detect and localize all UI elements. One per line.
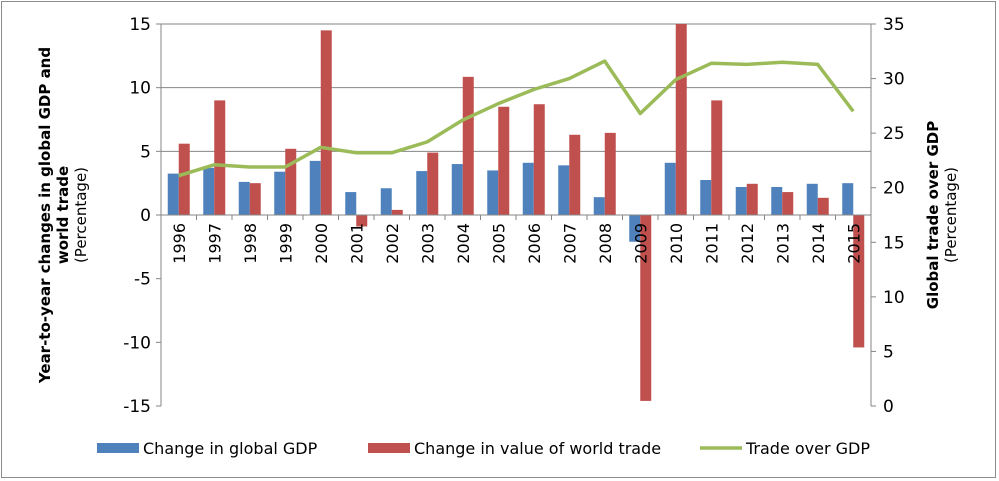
- trade-bar-2002: [391, 209, 403, 215]
- x-tick-label: 2014: [809, 223, 828, 264]
- x-tick-label: 2000: [312, 223, 331, 264]
- x-tick-label: 2003: [418, 223, 437, 264]
- x-tick-label: 2006: [525, 223, 544, 264]
- x-tick-label: 1997: [205, 223, 224, 264]
- trade-bar-2012: [746, 183, 758, 215]
- y2-tick-label: 0: [883, 397, 894, 417]
- x-tick-label: 2007: [560, 223, 579, 264]
- y2-tick-label: 5: [883, 342, 894, 362]
- trade-bar-2011: [711, 100, 723, 215]
- y2-axis-title-text: Global trade over GDP: [924, 121, 942, 309]
- y2-axis-title: Global trade over GDP (Percentage): [924, 121, 960, 309]
- gdp-bar-2014: [806, 183, 818, 215]
- y-tick-label: 10: [129, 79, 151, 99]
- gridlines: [161, 23, 871, 152]
- y2-tick-label: 25: [883, 124, 905, 144]
- x-tick-label: 1998: [241, 223, 260, 264]
- trade-bar-2005: [498, 106, 510, 215]
- x-tick-label: 2010: [667, 223, 686, 264]
- y2-tick-label: 15: [883, 233, 905, 253]
- x-tick-label: 1999: [276, 223, 295, 264]
- gdp-bar-1999: [274, 171, 286, 215]
- axes: [156, 23, 876, 407]
- trade-bar-2000: [320, 30, 332, 215]
- y2-axis-unit: (Percentage): [942, 167, 960, 263]
- trade-bar-2008: [604, 132, 616, 215]
- legend: Change in global GDP Change in value of w…: [97, 439, 870, 458]
- trade-bar-2010: [675, 24, 687, 215]
- x-tick-label: 1996: [170, 223, 189, 264]
- gdp-bar-2008: [593, 197, 605, 215]
- x-tick-label: 2001: [347, 223, 366, 264]
- y2-tick-label: 30: [883, 70, 905, 90]
- bars: [167, 24, 865, 401]
- y-tick-label: 15: [129, 15, 151, 35]
- gdp-bar-1997: [203, 167, 215, 215]
- trade-over-gdp-line-group: [178, 59, 855, 178]
- gdp-bar-2007: [558, 165, 570, 215]
- trade-over-gdp-line: [178, 59, 855, 178]
- trade-bar-2006: [533, 104, 545, 215]
- gdp-bar-2000: [309, 160, 321, 215]
- x-tick-label: 2011: [702, 223, 721, 264]
- x-tick-label: 2005: [489, 223, 508, 264]
- trade-bar-2007: [569, 134, 581, 215]
- trade-bar-2014: [817, 197, 829, 215]
- x-tick-label: 2015: [844, 223, 863, 264]
- trade-bar-1999: [285, 148, 297, 215]
- y-tick-label: -5: [134, 270, 151, 290]
- trade-bar-2004: [462, 76, 474, 216]
- trade-bar-2001: [356, 215, 368, 227]
- x-tick-label: 2009: [631, 223, 650, 264]
- y-tick-label: 5: [140, 142, 151, 162]
- x-tick-label: 2012: [738, 223, 757, 264]
- y-tick-label: -10: [123, 333, 151, 353]
- x-tick-label: 2008: [596, 223, 615, 264]
- trade-bar-1996: [178, 143, 190, 215]
- y-tick-label: 0: [140, 206, 151, 226]
- y2-tick-label: 10: [883, 288, 905, 308]
- gdp-bar-2001: [345, 192, 357, 215]
- trade-bar-1997: [214, 100, 226, 215]
- legend-swatch-1: [368, 443, 410, 453]
- x-tick-label: 2002: [383, 223, 402, 264]
- y-axis-title: Year-to-year changes in global GDP and w…: [36, 47, 90, 384]
- trade-bar-2013: [782, 192, 794, 215]
- trade-bar-2015: [853, 215, 865, 348]
- gdp-bar-2002: [380, 188, 392, 215]
- trade-bar-2009: [640, 215, 652, 401]
- gdp-bar-2009: [629, 215, 641, 242]
- x-tick-label: 2004: [454, 223, 473, 264]
- gdp-bar-2005: [487, 170, 499, 215]
- y-axis-title-line1: Year-to-year changes in global GDP and: [36, 47, 54, 384]
- gdp-bar-2010: [664, 162, 676, 215]
- x-tick-label: 2013: [773, 223, 792, 264]
- y2-tick-label: 20: [883, 179, 905, 199]
- gdp-bar-2003: [416, 171, 428, 215]
- gdp-bar-2011: [700, 179, 712, 215]
- legend-label-2: Trade over GDP: [745, 439, 870, 458]
- y-axis-title-line2: world trade: [54, 166, 72, 264]
- gdp-bar-2015: [842, 183, 854, 215]
- legend-label-1: Change in value of world trade: [414, 439, 661, 458]
- y2-tick-label: 35: [883, 15, 905, 35]
- gdp-bar-2004: [451, 164, 463, 215]
- gdp-bar-1996: [167, 173, 179, 215]
- y-axis-unit: (Percentage): [72, 167, 90, 263]
- gdp-bar-2006: [522, 162, 534, 215]
- y-tick-label: -15: [123, 397, 151, 417]
- legend-label-0: Change in global GDP: [143, 439, 318, 458]
- trade-bar-1998: [249, 183, 261, 215]
- gdp-bar-2013: [771, 186, 783, 215]
- gdp-bar-1998: [238, 181, 250, 215]
- trade-bar-2003: [427, 152, 439, 215]
- legend-swatch-0: [97, 443, 139, 453]
- gdp-bar-2012: [735, 186, 747, 215]
